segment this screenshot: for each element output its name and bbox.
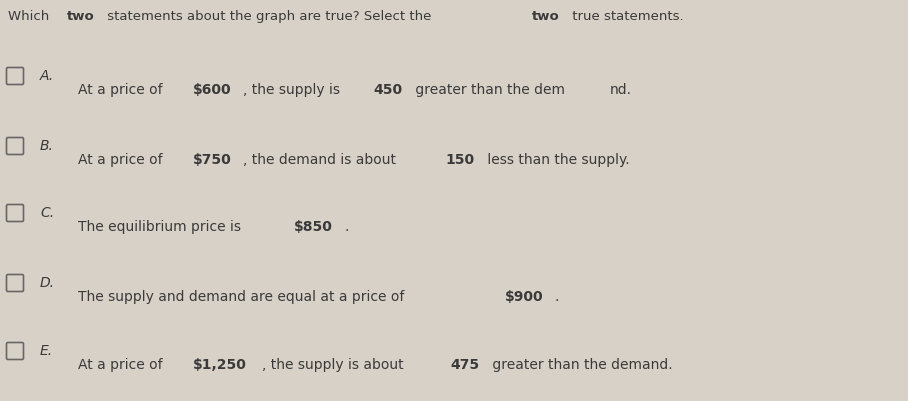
Text: Which: Which bbox=[8, 10, 54, 23]
Text: .: . bbox=[555, 289, 559, 303]
Text: less than the supply.: less than the supply. bbox=[483, 153, 630, 166]
Text: C.: C. bbox=[40, 205, 54, 219]
Text: 475: 475 bbox=[450, 357, 479, 371]
Text: B.: B. bbox=[40, 139, 54, 153]
Text: statements about the graph are true? Select the: statements about the graph are true? Sel… bbox=[103, 10, 435, 23]
Text: two: two bbox=[66, 10, 94, 23]
Text: , the demand is about: , the demand is about bbox=[242, 153, 400, 166]
Text: .: . bbox=[344, 219, 349, 233]
Text: The equilibrium price is: The equilibrium price is bbox=[78, 219, 245, 233]
Text: $750: $750 bbox=[192, 153, 232, 166]
Text: 150: 150 bbox=[446, 153, 475, 166]
Text: $600: $600 bbox=[192, 83, 232, 97]
Text: $900: $900 bbox=[505, 289, 543, 303]
Text: D.: D. bbox=[40, 275, 55, 289]
Text: true statements.: true statements. bbox=[568, 10, 683, 23]
Text: $1,250: $1,250 bbox=[192, 357, 247, 371]
Text: At a price of: At a price of bbox=[78, 153, 167, 166]
Text: , the supply is about: , the supply is about bbox=[262, 357, 409, 371]
Text: E.: E. bbox=[40, 343, 54, 357]
Text: The supply and demand are equal at a price of: The supply and demand are equal at a pri… bbox=[78, 289, 409, 303]
Text: At a price of: At a price of bbox=[78, 83, 167, 97]
Text: nd.: nd. bbox=[610, 83, 632, 97]
Text: $850: $850 bbox=[294, 219, 333, 233]
Text: At a price of: At a price of bbox=[78, 357, 167, 371]
Text: 450: 450 bbox=[373, 83, 402, 97]
Text: A.: A. bbox=[40, 69, 54, 83]
Text: greater than the dem: greater than the dem bbox=[411, 83, 565, 97]
Text: greater than the demand.: greater than the demand. bbox=[489, 357, 673, 371]
Text: two: two bbox=[532, 10, 559, 23]
Text: , the supply is: , the supply is bbox=[242, 83, 344, 97]
